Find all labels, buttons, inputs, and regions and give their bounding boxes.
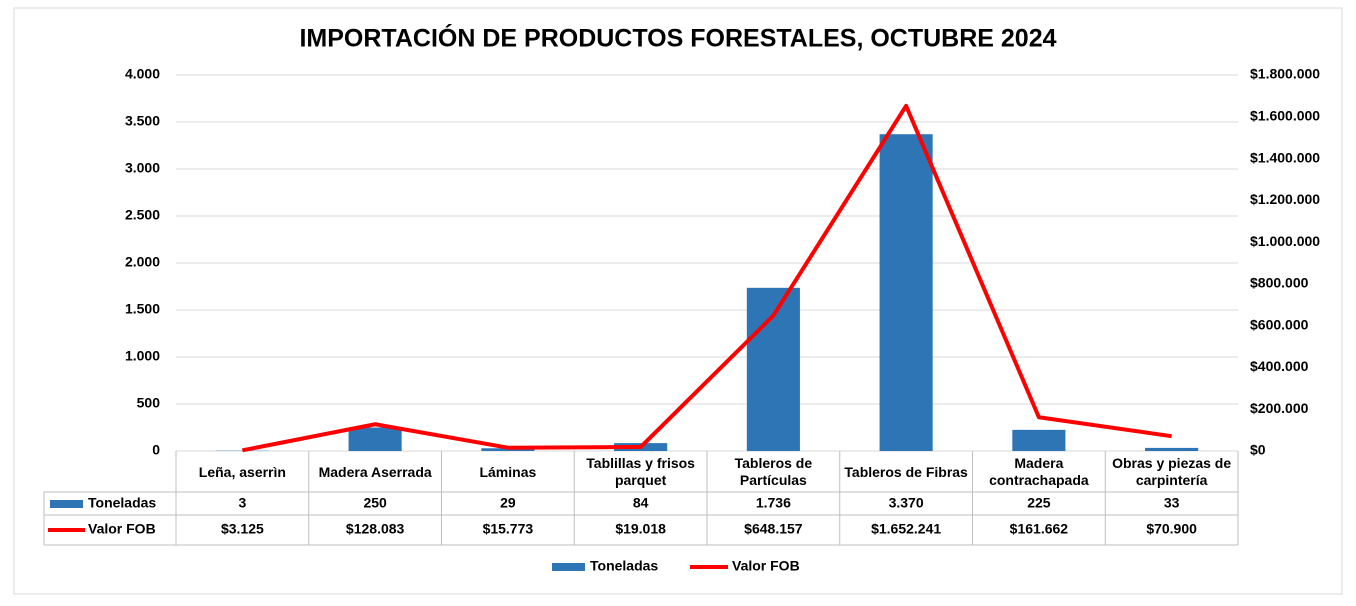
- table-value: 33: [1164, 495, 1180, 511]
- y2-tick-label: $1.400.000: [1250, 149, 1320, 165]
- y-tick-label: 1.500: [125, 301, 160, 317]
- legend-swatch: [50, 500, 83, 508]
- x-tick-label: Tablillas y frisos parquet: [586, 455, 695, 488]
- x-tick-label: Tableros de Partículas: [734, 455, 813, 488]
- table-value: 1.736: [756, 495, 791, 511]
- table-value: $3.125: [221, 521, 264, 537]
- y2-tick-label: $1.800.000: [1250, 66, 1320, 82]
- y-tick-label: 2.500: [125, 207, 160, 223]
- line: [241, 103, 1172, 453]
- bar: [1012, 429, 1066, 451]
- bar: [348, 427, 402, 451]
- table-value: $19.018: [615, 521, 666, 537]
- table-value: 3: [238, 495, 246, 511]
- y-tick-label: 2.000: [125, 254, 160, 270]
- table-row-label: Toneladas: [88, 495, 156, 511]
- x-tick-label: Tableros de Fibras: [844, 463, 968, 480]
- y-tick-label: 4.000: [125, 66, 160, 82]
- table-value: $1.652.241: [871, 521, 941, 537]
- x-tick-label: Obras y piezas de carpintería: [1112, 455, 1232, 488]
- bar: [1145, 447, 1199, 451]
- table-value: 250: [363, 495, 387, 511]
- y2-tick-label: $600.000: [1250, 316, 1309, 332]
- table-value: 225: [1027, 495, 1051, 511]
- legend-label: Toneladas: [590, 558, 658, 574]
- y2-tick-label: $1.200.000: [1250, 191, 1320, 207]
- table-value: $161.662: [1010, 521, 1069, 537]
- bar: [879, 134, 933, 451]
- table-row-label: Valor FOB: [88, 521, 156, 537]
- x-tick-label: Madera Aserrada: [318, 463, 432, 480]
- y-tick-label: 3.500: [125, 113, 160, 129]
- x-tick-label: Láminas: [479, 463, 537, 480]
- y-tick-label: 0: [152, 442, 160, 458]
- x-tick-label: Madera contrachapada: [989, 455, 1089, 488]
- x-tick-label: Leña, aserrìn: [198, 463, 286, 480]
- y2-tick-label: $800.000: [1250, 275, 1309, 291]
- y2-tick-label: $1.600.000: [1250, 107, 1320, 123]
- y2-tick-label: $0: [1250, 442, 1266, 458]
- table-value: 3.370: [889, 495, 924, 511]
- chart-title: IMPORTACIÓN DE PRODUCTOS FORESTALES, OCT…: [299, 23, 1056, 53]
- y-tick-label: 3.000: [125, 160, 160, 176]
- table-value: $128.083: [346, 521, 405, 537]
- y-tick-label: 1.000: [125, 348, 160, 364]
- chart-frame: [13, 7, 1343, 595]
- table-value: $15.773: [483, 521, 534, 537]
- y2-tick-label: $400.000: [1250, 358, 1309, 374]
- table-value: $648.157: [744, 521, 803, 537]
- legend-label: Valor FOB: [732, 558, 800, 574]
- table-value: $70.900: [1146, 521, 1197, 537]
- table-value: 84: [633, 495, 649, 511]
- table-value: 29: [500, 495, 516, 511]
- legend-swatch: [552, 563, 585, 571]
- y-tick-label: 500: [137, 395, 161, 411]
- y2-tick-label: $200.000: [1250, 400, 1309, 416]
- y2-tick-label: $1.000.000: [1250, 233, 1320, 249]
